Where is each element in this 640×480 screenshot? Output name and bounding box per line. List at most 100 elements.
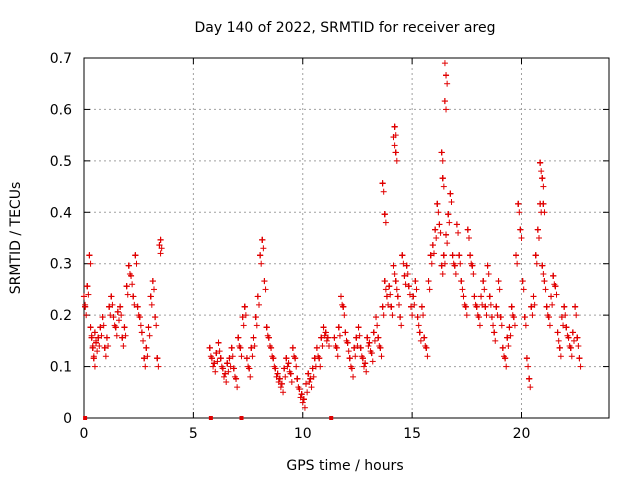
data-point (310, 373, 317, 380)
data-point (237, 344, 244, 351)
data-point (217, 355, 224, 362)
data-point (371, 337, 378, 344)
data-point (261, 278, 268, 285)
data-point (443, 72, 450, 79)
data-point (417, 337, 424, 344)
data-point (326, 343, 332, 349)
data-point (211, 360, 218, 367)
data-point (560, 322, 567, 329)
data-point (546, 322, 553, 329)
data-point (229, 353, 236, 360)
data-point (252, 314, 259, 321)
data-point (319, 343, 326, 349)
data-point (272, 365, 279, 372)
data-point (443, 106, 450, 113)
data-point (517, 226, 524, 233)
data-point (226, 355, 233, 362)
data-point (297, 394, 304, 401)
y-tick-label: 0.2 (50, 308, 72, 324)
data-point (386, 283, 393, 290)
data-point (240, 322, 247, 329)
data-point (428, 260, 435, 267)
data-point (210, 363, 217, 370)
data-point (132, 252, 139, 259)
data-point (214, 358, 221, 365)
data-point (504, 334, 511, 341)
data-point (502, 355, 509, 362)
data-point (157, 250, 164, 257)
data-point (248, 344, 255, 351)
data-point (373, 314, 380, 321)
data-point (227, 363, 234, 370)
data-point (557, 353, 564, 360)
data-point (444, 80, 451, 87)
data-point (539, 175, 546, 182)
data-point (467, 252, 474, 259)
data-point (466, 235, 472, 241)
data-point (443, 231, 450, 238)
data-point (317, 363, 324, 370)
data-point (408, 303, 415, 310)
data-point (362, 360, 369, 367)
data-point (113, 332, 120, 339)
data-point (576, 355, 583, 362)
data-point (572, 303, 579, 310)
data-point (446, 219, 453, 226)
data-point (278, 380, 285, 387)
data-point (563, 324, 570, 331)
data-point (304, 389, 311, 396)
data-point (340, 303, 347, 310)
data-point (344, 339, 351, 346)
data-point (411, 301, 418, 308)
data-point (133, 260, 140, 267)
data-point (353, 334, 360, 341)
y-axis-title: SRMTID / TECUs (8, 182, 24, 295)
data-point (260, 245, 267, 252)
data-point (486, 293, 493, 300)
data-point (121, 324, 128, 331)
y-tick-label: 0.4 (50, 205, 72, 221)
data-point (99, 314, 106, 321)
data-point (438, 262, 445, 269)
data-point (154, 355, 161, 362)
data-point (423, 344, 430, 351)
data-point (388, 303, 395, 310)
data-point (112, 324, 119, 331)
data-point (568, 353, 575, 360)
data-point (87, 260, 94, 267)
data-point (400, 260, 407, 267)
data-point (249, 353, 256, 360)
data-point (506, 324, 513, 331)
data-point (284, 363, 291, 370)
data-point (313, 344, 320, 351)
data-point (439, 271, 446, 277)
data-point (224, 360, 231, 367)
y-tick-label: 0 (63, 411, 72, 427)
data-point (306, 379, 313, 385)
x-tick-label: 20 (513, 426, 531, 442)
data-point (377, 344, 384, 351)
data-point (322, 329, 329, 336)
data-point (253, 322, 260, 329)
data-point (527, 384, 534, 391)
data-point (393, 157, 400, 164)
data-point (91, 363, 98, 370)
data-point (342, 329, 349, 336)
data-point (318, 334, 325, 341)
data-point (223, 379, 230, 385)
data-point (458, 278, 465, 285)
data-point (484, 262, 491, 269)
data-point (80, 293, 87, 300)
data-point (256, 301, 262, 308)
data-point (574, 334, 581, 341)
data-point (270, 355, 277, 362)
data-point (109, 301, 116, 308)
data-point (453, 221, 460, 228)
data-point (540, 183, 547, 190)
data-point (449, 252, 456, 259)
data-point (380, 188, 387, 195)
data-point (511, 322, 518, 329)
data-point (538, 168, 545, 175)
data-point (434, 200, 441, 207)
data-point (523, 355, 530, 362)
